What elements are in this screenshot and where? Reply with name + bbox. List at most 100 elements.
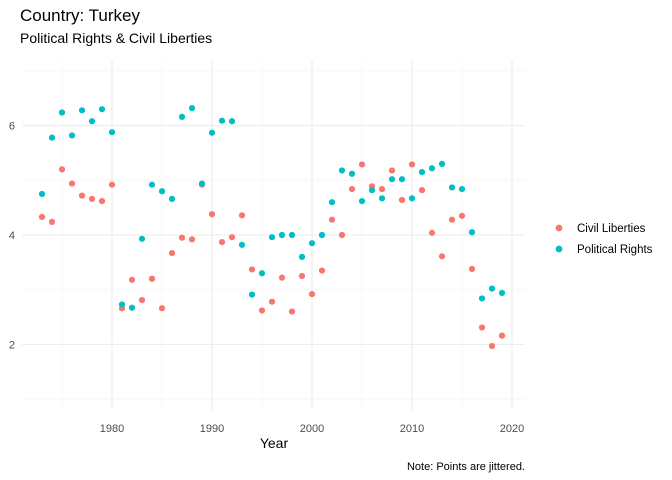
point-political-rights xyxy=(358,197,366,205)
point-civil-liberties xyxy=(488,342,496,350)
plot-grid xyxy=(22,60,525,410)
x-axis-ticks: 1980 1990 2000 2010 2020 xyxy=(100,423,524,435)
point-civil-liberties xyxy=(278,274,286,281)
point-civil-liberties xyxy=(308,290,316,298)
point-political-rights xyxy=(308,240,316,247)
point-civil-liberties xyxy=(98,197,106,205)
point-civil-liberties xyxy=(258,307,266,314)
point-civil-liberties xyxy=(48,218,56,225)
point-civil-liberties xyxy=(208,211,216,218)
point-civil-liberties xyxy=(178,234,186,241)
point-political-rights xyxy=(378,195,386,202)
point-political-rights xyxy=(108,129,116,136)
legend: Civil Liberties Political Rights xyxy=(555,223,653,256)
data-points xyxy=(38,105,506,350)
point-civil-liberties xyxy=(338,231,346,239)
point-political-rights xyxy=(218,117,226,124)
x-tick-label: 2010 xyxy=(400,423,424,435)
point-civil-liberties xyxy=(378,185,386,193)
point-civil-liberties xyxy=(218,239,226,246)
y-tick-label: 4 xyxy=(9,230,15,242)
legend-key-civil-liberties xyxy=(555,224,563,232)
point-political-rights xyxy=(228,118,236,125)
point-political-rights xyxy=(208,129,216,136)
point-civil-liberties xyxy=(78,192,86,199)
point-civil-liberties xyxy=(358,161,366,168)
point-political-rights xyxy=(98,106,106,113)
point-civil-liberties xyxy=(128,276,136,283)
point-political-rights xyxy=(88,118,96,125)
point-civil-liberties xyxy=(318,267,326,274)
y-tick-label: 2 xyxy=(9,339,15,351)
point-civil-liberties xyxy=(438,253,446,260)
point-political-rights xyxy=(278,231,286,239)
point-civil-liberties xyxy=(228,234,236,241)
point-political-rights xyxy=(498,289,506,297)
x-tick-label: 1990 xyxy=(200,423,224,435)
point-civil-liberties xyxy=(148,275,156,282)
point-civil-liberties xyxy=(458,212,466,219)
x-tick-label: 1980 xyxy=(100,423,124,435)
point-political-rights xyxy=(448,184,456,191)
point-civil-liberties xyxy=(448,216,456,223)
point-civil-liberties xyxy=(158,305,166,312)
point-civil-liberties xyxy=(328,216,336,223)
point-civil-liberties xyxy=(418,187,426,194)
legend-label-civil-liberties: Civil Liberties xyxy=(577,223,646,235)
point-political-rights xyxy=(188,105,196,112)
point-political-rights xyxy=(38,190,46,198)
point-political-rights xyxy=(328,199,336,206)
point-political-rights xyxy=(118,301,126,308)
point-political-rights xyxy=(338,167,346,174)
chart-caption: Note: Points are jittered. xyxy=(407,461,525,473)
point-political-rights xyxy=(58,109,66,116)
point-political-rights xyxy=(468,229,476,236)
point-civil-liberties xyxy=(168,249,176,257)
point-civil-liberties xyxy=(408,161,416,168)
point-political-rights xyxy=(478,295,486,302)
point-civil-liberties xyxy=(88,195,96,203)
point-civil-liberties xyxy=(188,236,196,243)
x-tick-label: 2020 xyxy=(500,423,524,435)
point-civil-liberties xyxy=(38,213,46,221)
point-political-rights xyxy=(348,170,356,177)
point-political-rights xyxy=(168,195,176,203)
point-political-rights xyxy=(78,107,86,114)
point-political-rights xyxy=(128,304,136,311)
point-political-rights xyxy=(178,113,186,120)
point-civil-liberties xyxy=(388,167,396,174)
point-civil-liberties xyxy=(428,229,436,236)
point-civil-liberties xyxy=(298,272,306,280)
point-political-rights xyxy=(268,234,276,241)
point-civil-liberties xyxy=(468,265,476,273)
point-civil-liberties xyxy=(288,308,296,315)
point-political-rights xyxy=(318,231,326,239)
point-civil-liberties xyxy=(398,196,406,204)
point-political-rights xyxy=(158,188,166,195)
point-political-rights xyxy=(288,231,296,239)
point-civil-liberties xyxy=(268,298,276,305)
point-civil-liberties xyxy=(248,266,256,273)
point-civil-liberties xyxy=(348,185,356,193)
point-political-rights xyxy=(428,165,436,172)
point-political-rights xyxy=(408,195,416,202)
chart-subtitle: Political Rights & Civil Liberties xyxy=(20,30,212,46)
point-political-rights xyxy=(198,180,206,187)
x-axis-label: Year xyxy=(260,435,289,451)
point-political-rights xyxy=(138,235,146,242)
point-political-rights xyxy=(398,176,406,183)
point-civil-liberties xyxy=(68,180,76,187)
point-political-rights xyxy=(258,270,266,277)
point-political-rights xyxy=(438,160,446,168)
point-political-rights xyxy=(298,253,306,260)
point-political-rights xyxy=(418,169,426,176)
point-political-rights xyxy=(68,132,76,139)
legend-label-political-rights: Political Rights xyxy=(577,244,653,256)
point-civil-liberties xyxy=(138,296,146,304)
x-tick-label: 2000 xyxy=(300,423,324,435)
point-civil-liberties xyxy=(498,332,506,339)
point-political-rights xyxy=(248,291,256,298)
point-political-rights xyxy=(238,241,246,248)
y-tick-label: 6 xyxy=(9,121,15,133)
